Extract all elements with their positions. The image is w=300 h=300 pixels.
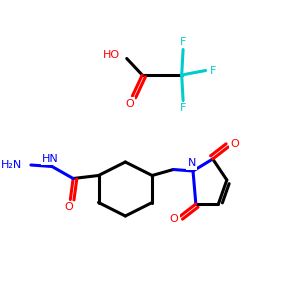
Text: F: F: [180, 37, 186, 47]
Text: F: F: [180, 103, 186, 113]
Text: F: F: [210, 65, 217, 76]
Text: N: N: [188, 158, 196, 169]
Text: H₂N: H₂N: [1, 160, 22, 170]
Text: O: O: [64, 202, 73, 212]
Text: HN: HN: [42, 154, 59, 164]
Text: O: O: [125, 98, 134, 109]
Text: O: O: [230, 139, 239, 149]
Text: O: O: [170, 214, 178, 224]
Text: HO: HO: [103, 50, 120, 61]
